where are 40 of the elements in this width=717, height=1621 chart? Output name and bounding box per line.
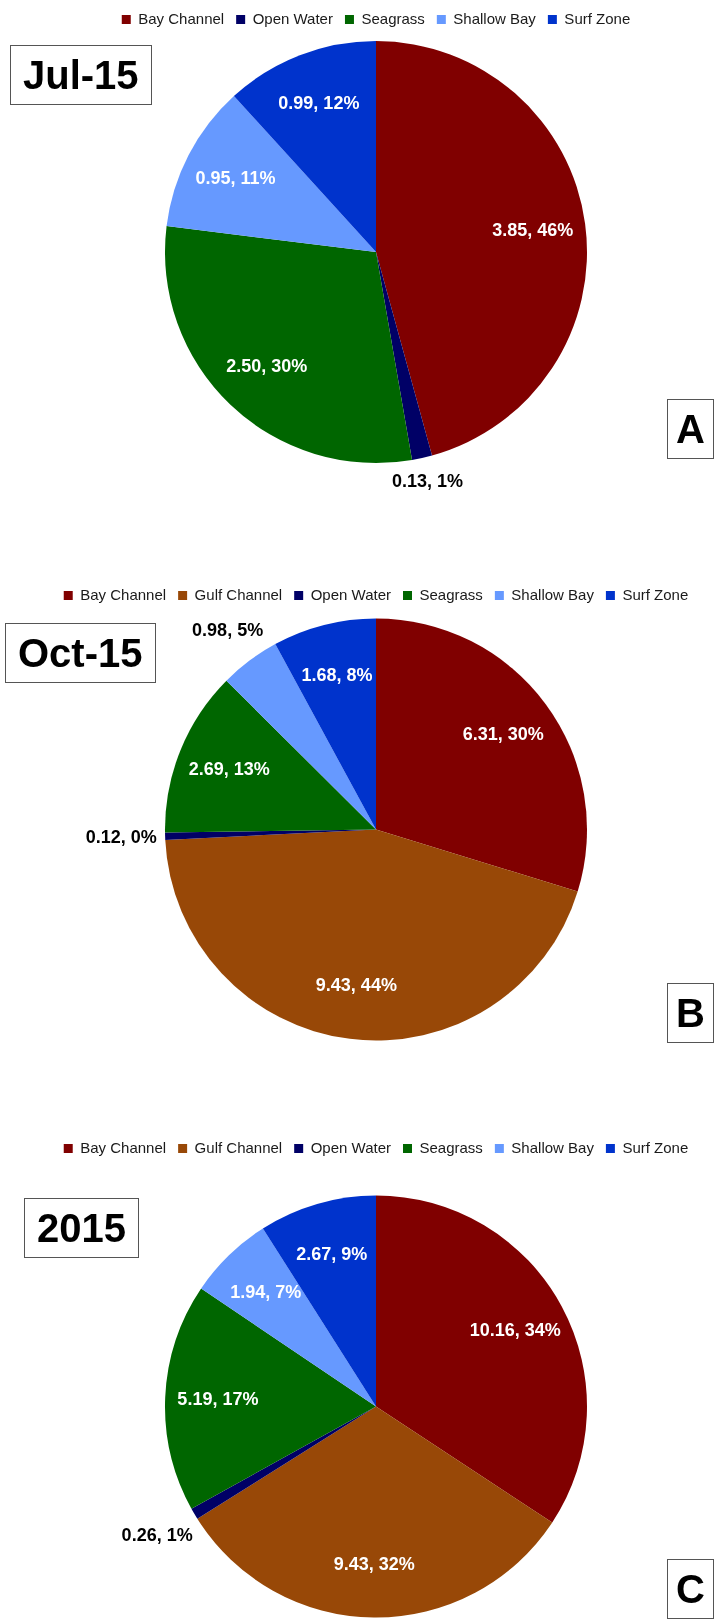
- legend-label: Shallow Bay: [453, 9, 537, 27]
- data-label: 3.85, 46%: [492, 219, 574, 240]
- data-label: 2.69, 13%: [188, 759, 270, 780]
- legend-label: Seagrass: [419, 585, 483, 603]
- legend-label: Surf Zone: [622, 585, 689, 603]
- legend-label: Gulf Channel: [194, 585, 283, 603]
- legend-label: Shallow Bay: [511, 1138, 595, 1156]
- text: B: [667, 983, 714, 1043]
- legend-label: Bay Channel: [80, 1138, 167, 1156]
- data-label: 2.50, 30%: [226, 355, 308, 376]
- legend-label: Bay Channel: [80, 585, 167, 603]
- data-label: 0.12, 0%: [85, 826, 157, 847]
- legend-label: Seagrass: [361, 9, 425, 27]
- data-label: 9.43, 32%: [333, 1553, 415, 1574]
- text: Jul-15: [10, 45, 152, 105]
- data-label: 0.98, 5%: [192, 620, 264, 641]
- legend-label: Surf Zone: [564, 9, 631, 27]
- legend-label: Open Water: [310, 585, 391, 603]
- data-label: 0.13, 1%: [391, 470, 463, 491]
- data-label: 0.26, 1%: [121, 1524, 193, 1545]
- legend-label: Surf Zone: [622, 1138, 689, 1156]
- text: Oct-15: [5, 623, 156, 683]
- legend-label: Gulf Channel: [194, 1138, 283, 1156]
- legend-label: Bay Channel: [138, 9, 225, 27]
- legend-label: Seagrass: [419, 1138, 483, 1156]
- legend-label: Shallow Bay: [511, 585, 595, 603]
- data-label: 6.31, 30%: [462, 724, 544, 745]
- data-label: 5.19, 17%: [177, 1388, 259, 1409]
- legend-label: Open Water: [252, 9, 333, 27]
- legend-label: Open Water: [310, 1138, 391, 1156]
- text: A: [667, 399, 714, 459]
- data-label: 1.68, 8%: [301, 665, 373, 686]
- text: 2015: [24, 1198, 139, 1258]
- text: C: [667, 1559, 714, 1619]
- data-label: 0.99, 12%: [278, 93, 360, 114]
- data-label: 0.95, 11%: [195, 168, 276, 189]
- data-label: 2.67, 9%: [296, 1243, 368, 1264]
- data-label: 10.16, 34%: [469, 1320, 561, 1341]
- data-label: 1.94, 7%: [230, 1282, 302, 1303]
- data-label: 9.43, 44%: [315, 975, 397, 996]
